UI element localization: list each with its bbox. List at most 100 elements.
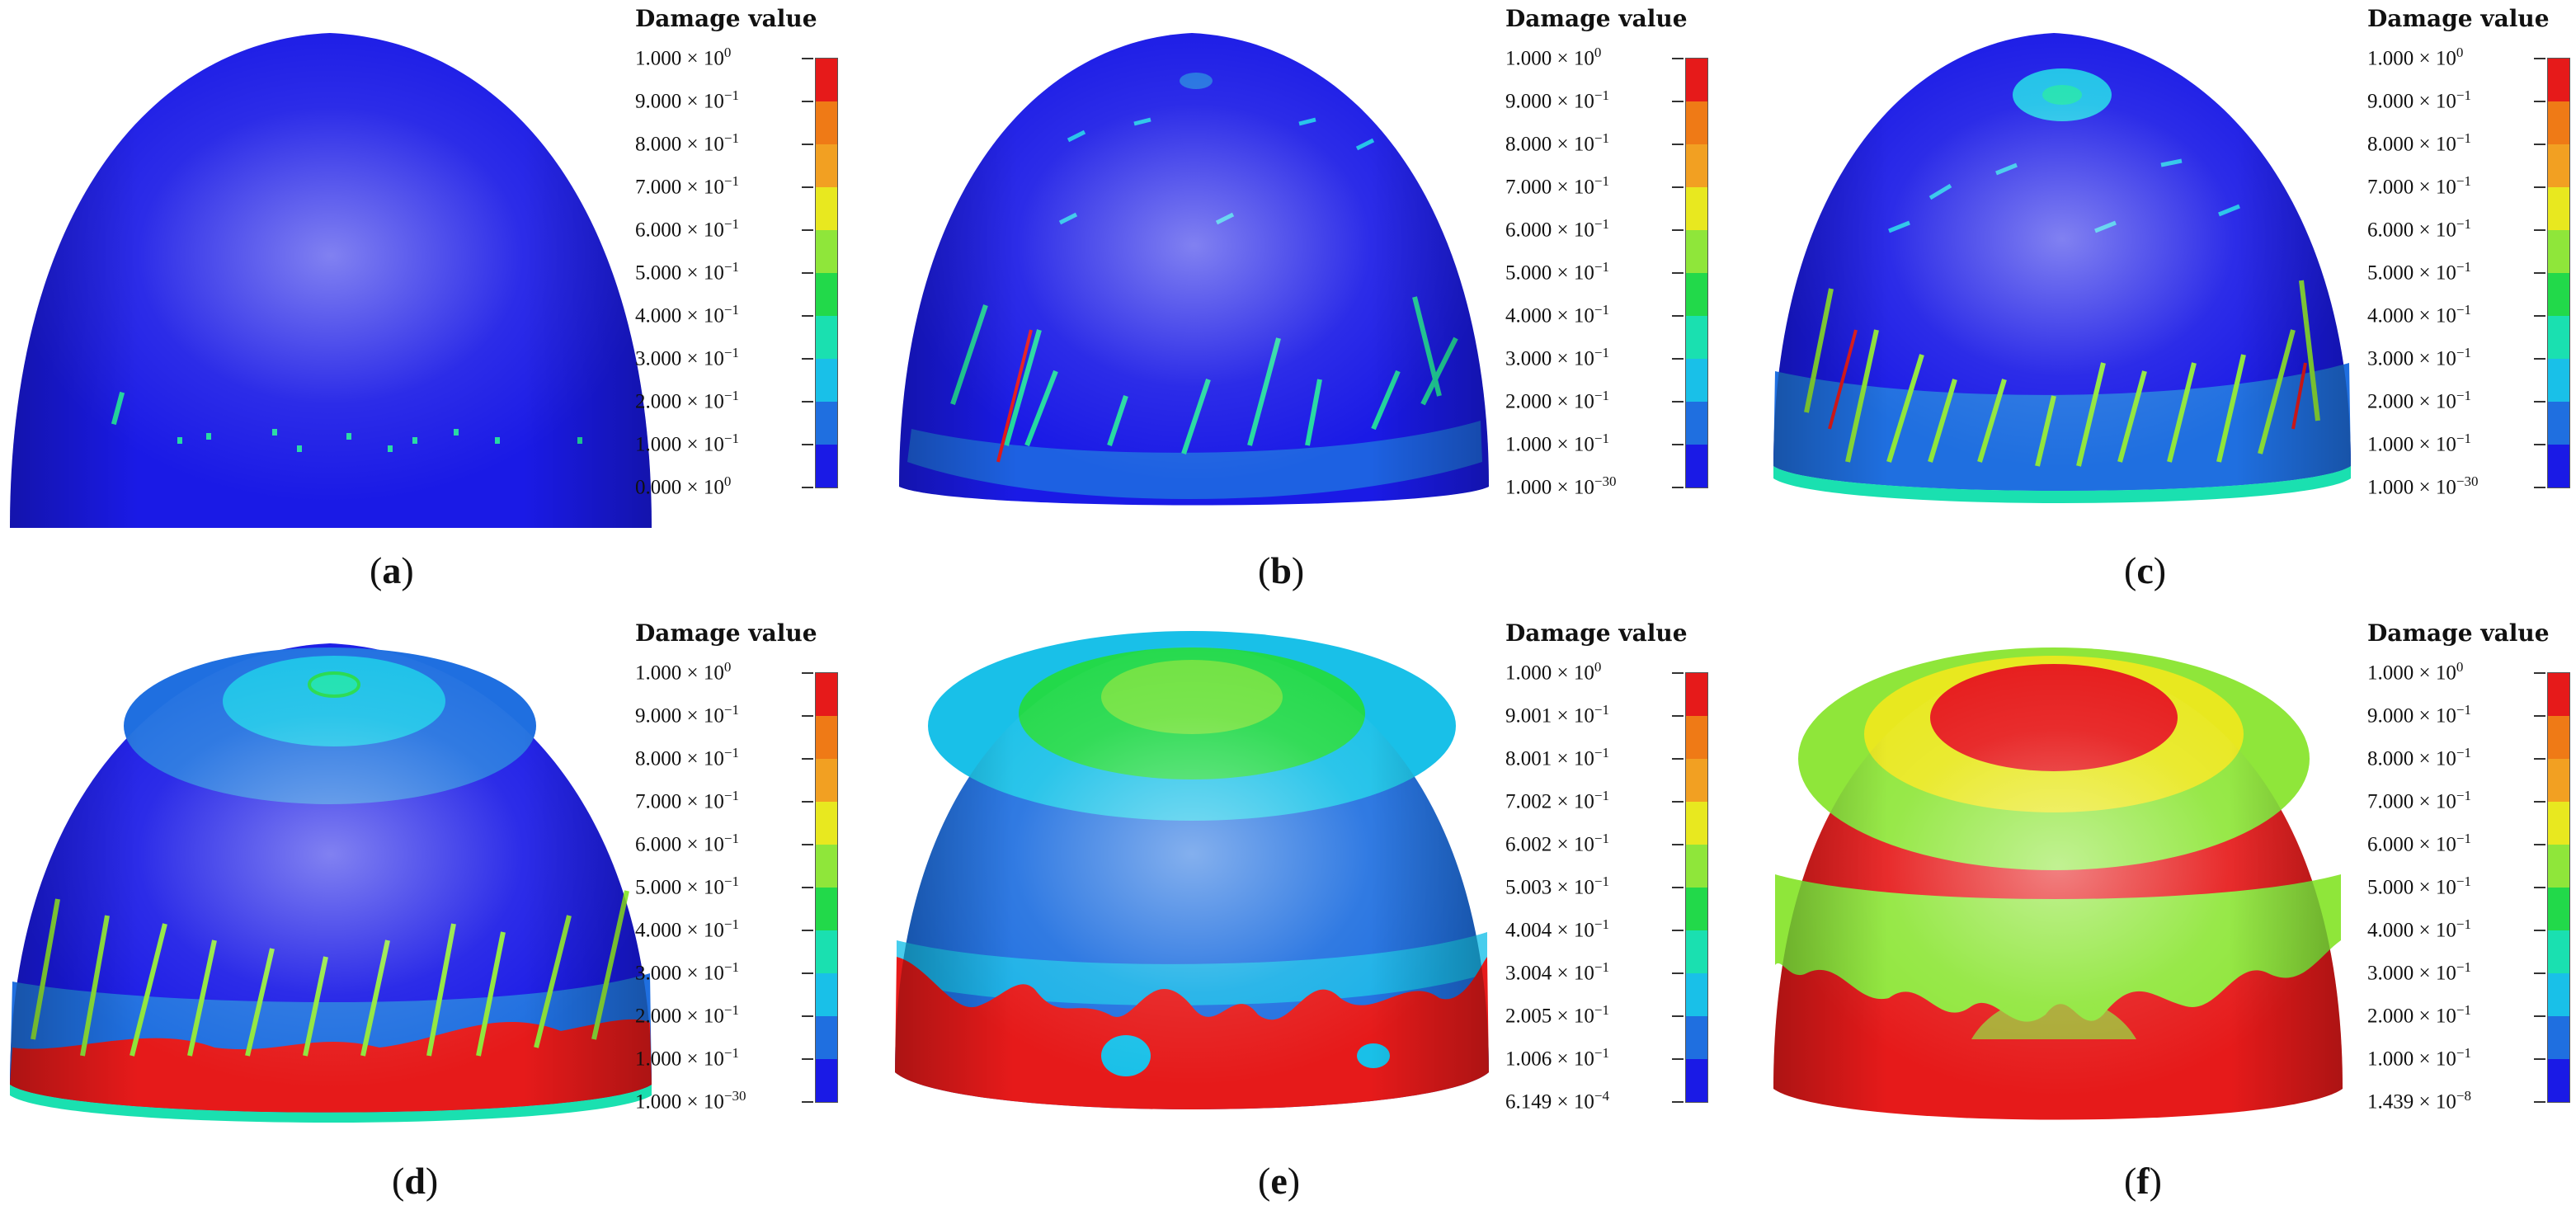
legend-color-segment <box>1686 973 1707 1016</box>
legend-tick-label: 8.000 × 10−1 <box>1505 130 1609 156</box>
legend-color-segment <box>2548 101 2569 144</box>
legend-tick-label: 2.000 × 10−1 <box>1505 388 1609 413</box>
legend-tick-mantissa: 1.000 × 10 <box>635 1090 724 1114</box>
legend-color-segment <box>2548 1059 2569 1102</box>
legend-tick-exponent: −1 <box>2456 173 2471 189</box>
legend-tick-exponent: −1 <box>2456 1045 2471 1061</box>
dome-a <box>10 33 652 528</box>
legend-color-segment <box>2548 402 2569 445</box>
legend-e: Damage value 1.000 × 100 9.001 × 10−1 8.001… <box>1497 614 1712 1142</box>
legend-tick-exponent: −1 <box>2456 831 2471 846</box>
legend-title: Damage value <box>1505 619 1688 647</box>
legend-tick-mantissa: 2.000 × 10 <box>635 1005 724 1028</box>
legend-color-segment <box>816 1016 837 1059</box>
legend-tick-mark <box>2534 672 2545 674</box>
legend-tick-mantissa: 5.000 × 10 <box>2367 876 2456 899</box>
dome-e <box>895 631 1489 1109</box>
caption-d: (d) <box>392 1160 439 1202</box>
legend-color-segment <box>816 402 837 445</box>
legend-tick-exponent: −1 <box>1594 788 1609 803</box>
legend-tick-exponent: −1 <box>723 1002 739 1018</box>
panel-f: Damage value 1.000 × 100 9.000 × 10−1 8.000… <box>1724 614 2574 1225</box>
legend-color-segment <box>816 59 837 101</box>
legend-tick-mark <box>802 101 813 102</box>
legend-color-segment <box>2548 673 2569 716</box>
dome-f <box>1773 647 2343 1120</box>
legend-tick-label: 3.000 × 10−1 <box>2367 345 2471 370</box>
legend-tick-mark <box>2534 101 2545 102</box>
legend-tick-mantissa: 3.000 × 10 <box>2367 347 2456 370</box>
legend-color-segment <box>1686 845 1707 888</box>
legend-color-segment <box>2548 759 2569 802</box>
legend-tick-exponent: −1 <box>1594 173 1609 189</box>
legend-tick-exponent: −1 <box>2456 302 2471 318</box>
legend-tick-label: 0.000 × 100 <box>635 473 731 499</box>
legend-tick-mark <box>802 58 813 59</box>
legend-tick-label: 1.000 × 10−1 <box>635 1045 739 1071</box>
legend-color-segment <box>1686 888 1707 930</box>
legend-tick-mantissa: 2.000 × 10 <box>635 390 724 413</box>
legend-color-segment <box>2548 359 2569 402</box>
legend-color-segment <box>1686 445 1707 487</box>
legend-tick-label: 6.000 × 10−1 <box>635 216 739 242</box>
legend-tick-label: 2.000 × 10−1 <box>635 388 739 413</box>
legend-color-segment <box>816 359 837 402</box>
caption-c: (c) <box>2124 549 2167 591</box>
legend-tick-label: 8.001 × 10−1 <box>1505 745 1609 770</box>
legend-tick-exponent: −1 <box>2456 388 2471 403</box>
legend-b: Damage value 1.000 × 100 9.000 × 10−1 8.000… <box>1497 0 1712 528</box>
legend-color-bar <box>815 58 838 488</box>
legend-title: Damage value <box>635 5 817 32</box>
legend-color-segment <box>1686 59 1707 101</box>
legend-tick-exponent: −4 <box>1594 1088 1609 1104</box>
legend-tick-mark <box>2534 358 2545 360</box>
legend-tick-label: 9.000 × 10−1 <box>635 87 739 113</box>
legend-tick-exponent: −1 <box>723 745 739 760</box>
legend-tick-exponent: −1 <box>1594 259 1609 275</box>
legend-tick-mark <box>802 1058 813 1060</box>
legend-tick-mark <box>2534 58 2545 59</box>
legend-tick-exponent: −1 <box>723 831 739 846</box>
legend-tick-mark <box>2534 401 2545 403</box>
legend-tick-mark <box>2534 272 2545 274</box>
legend-color-segment <box>1686 1059 1707 1102</box>
legend-tick-mantissa: 4.000 × 10 <box>635 304 724 327</box>
legend-tick-mark <box>802 672 813 674</box>
legend-tick-exponent: −1 <box>1594 745 1609 760</box>
legend-tick-mantissa: 2.000 × 10 <box>1505 390 1594 413</box>
legend-tick-exponent: −1 <box>723 959 739 975</box>
legend-color-segment <box>816 973 837 1016</box>
legend-tick-mantissa: 1.000 × 10 <box>635 433 724 456</box>
legend-tick-label: 1.006 × 10−1 <box>1505 1045 1609 1071</box>
legend-tick-mantissa: 1.000 × 10 <box>2367 47 2456 70</box>
legend-tick-mantissa: 8.000 × 10 <box>1505 133 1594 156</box>
legend-tick-mantissa: 2.000 × 10 <box>2367 390 2456 413</box>
legend-tick-label: 2.000 × 10−1 <box>2367 1002 2471 1028</box>
panel-c: Damage value 1.000 × 100 9.000 × 10−1 8.000… <box>1724 0 2574 610</box>
legend-color-segment <box>816 1059 837 1102</box>
panel-e: Damage value 1.000 × 100 9.001 × 10−1 8.001… <box>862 614 1712 1225</box>
legend-tick-mantissa: 6.000 × 10 <box>2367 833 2456 856</box>
legend-tick-mark <box>1672 758 1684 760</box>
legend-color-segment <box>1686 402 1707 445</box>
legend-tick-mantissa: 3.000 × 10 <box>635 962 724 985</box>
legend-color-segment <box>2548 230 2569 273</box>
legend-tick-label: 4.000 × 10−1 <box>2367 916 2471 942</box>
legend-tick-exponent: −1 <box>1594 873 1609 889</box>
legend-tick-label: 3.000 × 10−1 <box>635 959 739 985</box>
legend-tick-label: 6.000 × 10−1 <box>2367 831 2471 856</box>
legend-title: Damage value <box>635 619 817 647</box>
legend-tick-mark <box>2534 1015 2545 1017</box>
legend-color-segment <box>816 845 837 888</box>
legend-tick-exponent: −1 <box>2456 788 2471 803</box>
legend-tick-mark <box>1672 1015 1684 1017</box>
legend-tick-label: 7.000 × 10−1 <box>1505 173 1609 199</box>
legend-tick-mantissa: 7.000 × 10 <box>2367 790 2456 813</box>
legend-tick-mantissa: 1.000 × 10 <box>2367 1048 2456 1071</box>
legend-tick-label: 6.149 × 10−4 <box>1505 1088 1609 1114</box>
legend-tick-mantissa: 1.000 × 10 <box>635 47 724 70</box>
legend-color-segment <box>2548 316 2569 359</box>
legend-color-segment <box>1686 1016 1707 1059</box>
legend-tick-mantissa: 7.000 × 10 <box>635 790 724 813</box>
legend-tick-exponent: −1 <box>2456 745 2471 760</box>
